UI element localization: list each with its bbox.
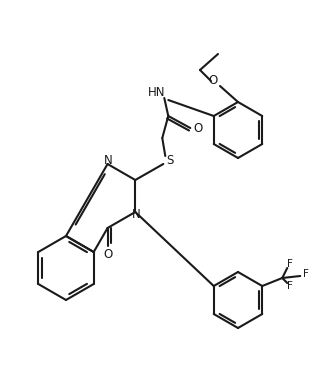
Text: O: O xyxy=(103,249,112,261)
Text: F: F xyxy=(287,281,293,291)
Text: O: O xyxy=(194,122,203,134)
Text: S: S xyxy=(166,154,174,166)
Text: O: O xyxy=(208,74,218,88)
Text: N: N xyxy=(104,154,113,168)
Text: HN: HN xyxy=(147,86,165,100)
Text: F: F xyxy=(287,259,293,269)
Text: N: N xyxy=(132,208,141,222)
Text: F: F xyxy=(303,269,309,279)
